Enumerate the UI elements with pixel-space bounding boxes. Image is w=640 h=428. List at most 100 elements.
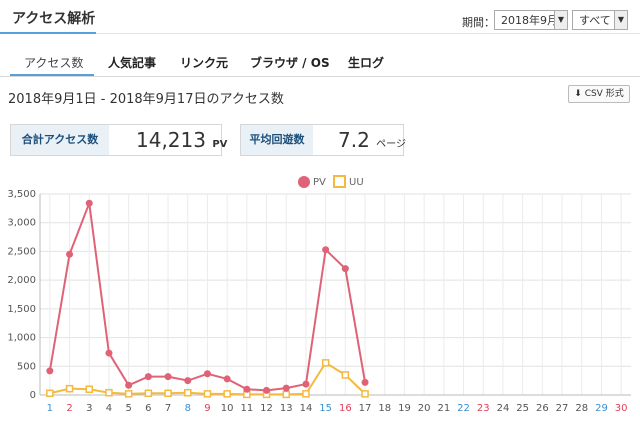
point xyxy=(361,378,369,386)
x-tick-label: 8 xyxy=(185,403,191,414)
point xyxy=(341,371,350,379)
page-title: アクセス解析 xyxy=(12,11,96,27)
point xyxy=(282,384,290,392)
stat-label: 平均回遊数 xyxy=(241,125,313,155)
y-tick-label: 0 xyxy=(30,390,36,401)
x-tick-label: 1 xyxy=(47,403,53,414)
point xyxy=(65,384,74,393)
x-tick-label: 2 xyxy=(66,403,72,414)
point xyxy=(85,199,93,207)
filter-select[interactable]: すべて ▼ xyxy=(572,10,628,30)
csv-button[interactable]: ⬇ CSV 形式 xyxy=(568,85,630,103)
point xyxy=(144,373,152,381)
point xyxy=(144,389,153,398)
period-label: 期間： xyxy=(462,16,495,29)
point xyxy=(361,390,369,398)
tab[interactable]: 生ログ xyxy=(348,56,385,70)
x-tick-label: 22 xyxy=(457,403,470,414)
point xyxy=(46,367,54,375)
point xyxy=(243,385,251,393)
y-tick-label: 1,000 xyxy=(7,333,36,344)
point xyxy=(105,349,113,357)
tab[interactable]: 人気記事 xyxy=(108,56,157,70)
x-tick-label: 17 xyxy=(359,403,372,414)
x-tick-label: 29 xyxy=(595,403,608,414)
x-tick-label: 28 xyxy=(575,403,588,414)
y-tick-label: 2,500 xyxy=(7,246,36,257)
x-tick-label: 12 xyxy=(260,403,273,414)
x-tick-label: 9 xyxy=(204,403,210,414)
x-tick-label: 16 xyxy=(339,403,352,414)
point xyxy=(184,377,192,385)
stat-value: 14,213 PV xyxy=(136,128,227,152)
x-tick-label: 18 xyxy=(378,403,391,414)
x-tick-label: 21 xyxy=(437,403,450,414)
month-select-text: 2018年9月 xyxy=(501,14,558,27)
tab[interactable]: アクセス数 xyxy=(24,56,84,70)
point xyxy=(302,380,310,388)
tab[interactable]: リンク元 xyxy=(180,56,229,70)
point xyxy=(66,250,74,258)
csv-text: CSV 形式 xyxy=(584,89,624,99)
legend-label: UU xyxy=(349,177,364,188)
filter-select-text: すべて xyxy=(579,14,611,27)
stat-label: 合計アクセス数 xyxy=(11,125,109,155)
x-tick-label: 10 xyxy=(221,403,234,414)
x-tick-label: 25 xyxy=(516,403,529,414)
x-tick-label: 19 xyxy=(398,403,411,414)
legend-label: PV xyxy=(313,177,326,188)
x-tick-label: 30 xyxy=(615,403,628,414)
x-tick-label: 7 xyxy=(165,403,171,414)
x-tick-label: 3 xyxy=(86,403,92,414)
point xyxy=(203,370,211,378)
point xyxy=(321,359,330,367)
x-tick-label: 24 xyxy=(497,403,510,414)
x-tick-label: 23 xyxy=(477,403,490,414)
point xyxy=(302,390,310,398)
point xyxy=(124,390,133,398)
point xyxy=(164,389,172,398)
range-text: 2018年9月1日 - 2018年9月17日のアクセス数 xyxy=(8,92,284,107)
stat-number: 7.2 xyxy=(338,128,370,152)
stat-box xyxy=(240,124,404,156)
legend-marker xyxy=(298,176,310,188)
x-tick-label: 13 xyxy=(280,403,293,414)
point xyxy=(125,381,133,389)
x-tick-label: 20 xyxy=(418,403,431,414)
x-tick-label: 15 xyxy=(319,403,332,414)
select-arrow: ▼ xyxy=(554,11,567,29)
y-tick-label: 500 xyxy=(17,361,36,372)
point xyxy=(263,386,271,394)
header-line xyxy=(96,33,640,34)
legend-marker xyxy=(333,175,346,188)
x-tick-label: 6 xyxy=(145,403,151,414)
point xyxy=(85,385,93,394)
x-tick-label: 14 xyxy=(300,403,313,414)
x-tick-label: 5 xyxy=(125,403,131,414)
tab[interactable]: ブラウザ / OS xyxy=(250,56,330,70)
tab-line xyxy=(0,76,640,77)
stat-number: 14,213 xyxy=(136,128,206,152)
title-underline xyxy=(0,32,96,34)
point xyxy=(341,265,349,273)
x-tick-label: 26 xyxy=(536,403,549,414)
y-tick-label: 2,000 xyxy=(7,275,36,286)
x-tick-label: 4 xyxy=(106,403,112,414)
point xyxy=(223,390,231,398)
active-tab-underline xyxy=(10,74,94,76)
select-arrow: ▼ xyxy=(614,11,627,29)
stat-box xyxy=(10,124,222,156)
stat-unit: PV xyxy=(212,139,228,150)
month-select[interactable]: 2018年9月 ▼ xyxy=(494,10,568,30)
point xyxy=(105,388,113,397)
point xyxy=(184,388,192,397)
y-tick-label: 3,000 xyxy=(7,218,36,229)
x-tick-label: 11 xyxy=(240,403,253,414)
x-tick-label: 27 xyxy=(556,403,569,414)
stat-value: 7.2 ページ xyxy=(338,128,406,152)
y-tick-label: 1,500 xyxy=(7,304,36,315)
point xyxy=(322,246,330,254)
stat-unit: ページ xyxy=(376,139,406,150)
